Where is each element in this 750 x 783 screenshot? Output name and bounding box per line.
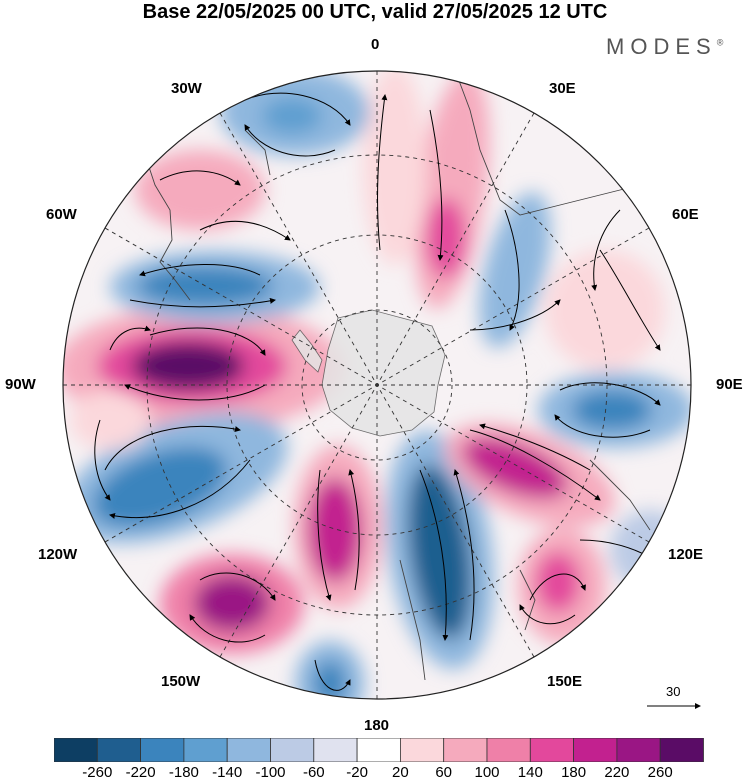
modes-logo: MODES® <box>606 34 723 60</box>
colorbar-tick-label: 180 <box>561 764 587 781</box>
lon-label-60w: 60W <box>46 206 77 223</box>
map-title: Base 22/05/2025 00 UTC, valid 27/05/2025… <box>142 1 608 23</box>
colorbar-swatch <box>313 738 358 762</box>
colorbar-tick-label: -260 <box>82 764 113 781</box>
lon-label-90e: 90E <box>716 376 743 393</box>
colorbar-tick-label: -100 <box>255 764 286 781</box>
lon-label-60e: 60E <box>672 206 699 223</box>
colorbar-swatch <box>183 738 228 762</box>
colorbar-tick-label: 100 <box>474 764 500 781</box>
colorbar-tick-label: 220 <box>604 764 630 781</box>
antarctica-landmass <box>321 309 446 437</box>
graticule <box>63 71 691 699</box>
colorbar-tick-label: 140 <box>517 764 543 781</box>
colorbar-swatch <box>573 738 618 762</box>
colorbar-swatch <box>96 738 141 762</box>
colorbar-tick-label: -20 <box>346 764 368 781</box>
wind-vectors <box>94 92 671 691</box>
registered-mark: ® <box>716 37 724 48</box>
coastlines <box>144 71 651 681</box>
lon-label-120w: 120W <box>38 546 78 563</box>
lon-label-180: 180 <box>364 717 390 734</box>
map-boundary <box>62 70 692 700</box>
colorbar-swatch <box>399 738 445 762</box>
colorbar-tick-label: -60 <box>302 764 325 781</box>
colorbar-swatch <box>616 738 661 762</box>
colorbar-swatch <box>529 738 574 762</box>
lon-label-0: 0 <box>371 36 380 53</box>
colorbar-tick-label: 60 <box>435 764 453 781</box>
colorbar <box>54 738 704 762</box>
colorbar-tick-label: -220 <box>125 764 156 781</box>
brand-text: MODES <box>606 34 717 59</box>
colorbar-swatch <box>486 738 531 762</box>
colorbar-tick-label: -180 <box>168 764 199 781</box>
reference-vector-label: 30 <box>666 684 681 699</box>
colorbar-tick-label: 20 <box>392 764 409 781</box>
colorbar-swatch <box>443 738 488 762</box>
lon-label-120e: 120E <box>668 546 704 563</box>
map-disc <box>63 71 691 699</box>
lon-label-30e: 30E <box>549 80 576 97</box>
colorbar-swatch <box>140 738 185 762</box>
colorbar-tick-label: -140 <box>212 764 243 781</box>
colorbar-swatch <box>226 738 271 762</box>
colorbar-tick-label: 260 <box>647 764 673 781</box>
lon-label-150e: 150E <box>547 673 583 690</box>
lon-label-30w: 30W <box>171 80 202 97</box>
colorbar-swatch <box>659 738 704 762</box>
colorbar-swatch <box>356 738 401 762</box>
colorbar-swatch <box>54 738 98 762</box>
colorbar-swatch <box>270 738 315 762</box>
lon-label-90w: 90W <box>5 376 36 393</box>
lon-label-150w: 150W <box>161 673 201 690</box>
